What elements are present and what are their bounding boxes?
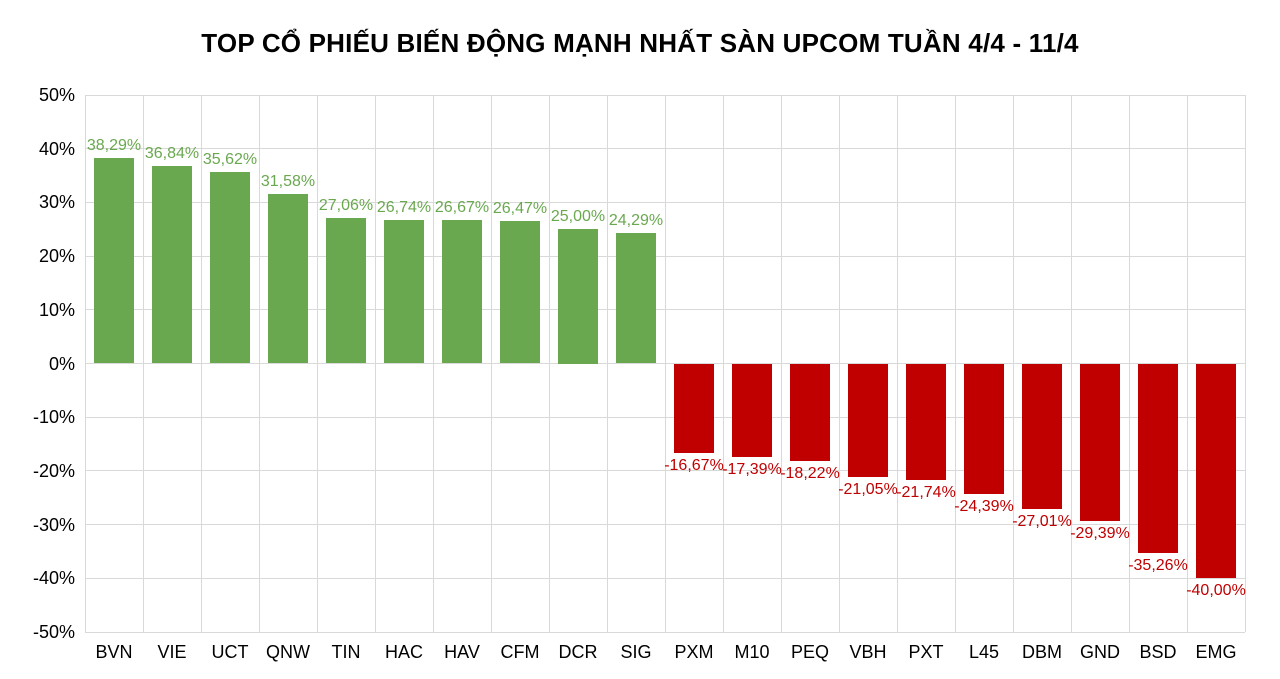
x-tick-label: CFM <box>500 642 540 662</box>
bar-value-label: 25,00% <box>550 208 606 226</box>
y-tick-label: -30% <box>32 514 75 535</box>
v-gridline <box>722 95 724 632</box>
v-gridline <box>84 95 86 632</box>
bar-value-label: -35,26% <box>1128 556 1188 574</box>
v-gridline <box>490 95 492 632</box>
x-tick-label: L45 <box>968 642 1000 662</box>
bar-value-label: -16,67% <box>664 457 724 475</box>
v-gridline <box>896 95 898 632</box>
v-gridline <box>374 95 376 632</box>
bar-positive <box>93 157 134 364</box>
v-gridline <box>1128 95 1130 632</box>
y-tick-label: -40% <box>32 568 75 589</box>
bar-positive <box>441 220 482 364</box>
bar-negative <box>731 363 772 457</box>
x-tick-label: VIE <box>157 642 187 662</box>
v-gridline <box>1244 95 1246 632</box>
y-tick-label: 0% <box>48 353 75 374</box>
bar-value-label: 26,74% <box>376 198 432 216</box>
bar-positive <box>151 165 192 364</box>
v-gridline <box>664 95 666 632</box>
bar-value-label: -17,39% <box>722 460 782 478</box>
h-gridline <box>85 631 1245 633</box>
bar-positive <box>557 229 598 364</box>
bar-value-label: 35,62% <box>202 151 258 169</box>
bar-negative <box>905 363 946 481</box>
v-gridline <box>1012 95 1014 632</box>
x-tick-label: DCR <box>558 642 598 662</box>
bar-value-label: -18,22% <box>780 465 840 483</box>
v-gridline <box>1070 95 1072 632</box>
bar-value-label: 31,58% <box>260 172 316 190</box>
y-tick-label: 30% <box>38 192 75 213</box>
bar-value-label: 26,47% <box>492 200 548 218</box>
x-tick-label: VBH <box>849 642 887 662</box>
bar-value-label: 26,67% <box>434 199 490 217</box>
v-gridline <box>606 95 608 632</box>
bar-value-label: 38,29% <box>86 136 142 154</box>
v-gridline <box>1186 95 1188 632</box>
y-tick-label: -10% <box>32 407 75 428</box>
bar-negative <box>847 363 888 477</box>
x-tick-label: BVN <box>95 642 133 662</box>
bar-positive <box>325 218 366 364</box>
plot-area: 38,29% 36,84% 35,62% 31,58% 27,06% 26,74% 26,6… <box>84 94 1246 633</box>
x-tick-label: HAV <box>444 642 480 662</box>
x-tick-label: DBM <box>1022 642 1062 662</box>
v-gridline <box>142 95 144 632</box>
bar-positive <box>499 221 540 364</box>
v-gridline <box>838 95 840 632</box>
y-tick-label: -50% <box>32 622 75 642</box>
bar-value-label: -21,74% <box>896 484 956 502</box>
x-tick-label: UCT <box>211 642 249 662</box>
bar-negative <box>1079 363 1120 522</box>
y-tick-label: 50% <box>38 85 75 105</box>
x-tick-label: M10 <box>734 642 770 662</box>
x-tick-label: EMG <box>1195 642 1237 662</box>
bar-value-label: -24,39% <box>954 498 1014 516</box>
x-tick-label: HAC <box>384 642 424 662</box>
v-gridline <box>258 95 260 632</box>
y-tick-label: 20% <box>38 246 75 267</box>
chart-title: TOP CỔ PHIẾU BIẾN ĐỘNG MẠNH NHẤT SÀN UPC… <box>201 28 1079 58</box>
bar-negative <box>1021 363 1062 509</box>
bar-value-label: 36,84% <box>144 144 200 162</box>
bar-negative <box>1137 363 1178 553</box>
y-axis: 50% 40% 30% 20% 10% 0% -10% -20% -30% -40% -50% <box>0 85 75 642</box>
x-tick-label: PEQ <box>790 642 830 662</box>
bar-value-label: -27,01% <box>1012 512 1072 530</box>
bar-value-label: -29,39% <box>1070 525 1130 543</box>
bar-value-label: 24,29% <box>608 212 664 230</box>
v-gridline <box>954 95 956 632</box>
bar-negative <box>789 363 830 462</box>
bar-positive <box>209 172 250 364</box>
x-tick-label: TIN <box>331 642 361 662</box>
y-tick-label: 40% <box>38 138 75 159</box>
bar-positive <box>267 193 308 364</box>
x-tick-label: SIG <box>620 642 652 662</box>
bar-value-label: -40,00% <box>1186 582 1246 600</box>
bar-negative <box>1195 363 1236 579</box>
bar-positive <box>383 219 424 364</box>
x-tick-label: QNW <box>266 642 310 662</box>
y-tick-label: 10% <box>38 299 75 320</box>
v-gridline <box>780 95 782 632</box>
v-gridline <box>432 95 434 632</box>
x-axis: BVN VIE UCT QNW TIN HAC HAV CFM DCR SIG PXM M10 PEQ V… <box>85 640 1245 668</box>
bar-value-label: -21,05% <box>838 480 898 498</box>
bar-negative <box>963 363 1004 495</box>
bar-positive <box>615 233 656 364</box>
bar-negative <box>673 363 714 454</box>
bar-value-label: 27,06% <box>318 197 374 215</box>
v-gridline <box>548 95 550 632</box>
y-tick-label: -20% <box>32 460 75 481</box>
v-gridline <box>316 95 318 632</box>
x-tick-label: PXT <box>908 642 944 662</box>
v-gridline <box>200 95 202 632</box>
x-tick-label: BSD <box>1139 642 1177 662</box>
x-tick-label: GND <box>1080 642 1120 662</box>
x-tick-label: PXM <box>674 642 714 662</box>
